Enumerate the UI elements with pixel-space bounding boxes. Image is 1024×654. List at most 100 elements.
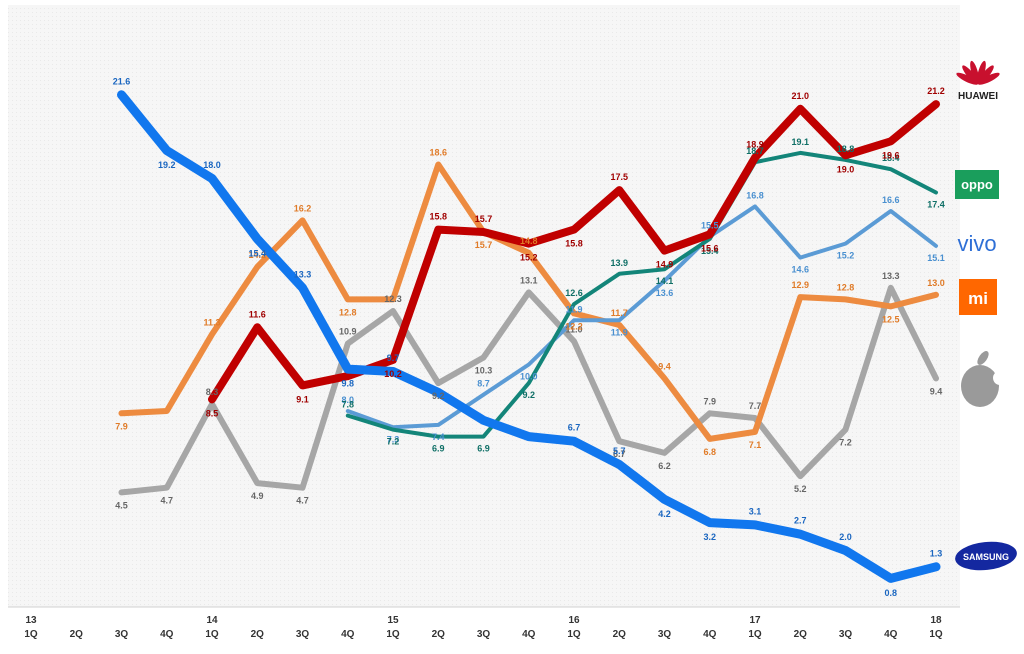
series-line-vivo: [345, 204, 938, 430]
data-label-xiaomi: 11.7: [611, 308, 628, 318]
data-label-vivo: 13.6: [656, 288, 674, 298]
x-axis-ticks: 13 1Q 2Q 3Q 4Q 14 1Q 2Q 3Q 4Q 15 1Q 2Q 3Q 4Q 16 1Q 2Q 3Q 4Q…: [24, 615, 943, 640]
data-label-apple: 4.7: [296, 496, 309, 506]
data-label-oppo: 18.4: [882, 153, 900, 163]
data-label-apple: 11.0: [565, 324, 582, 334]
data-label-huawei: 21.0: [792, 91, 810, 101]
x-tick-quarter: 1Q: [929, 629, 943, 640]
x-tick-quarter: 3Q: [477, 629, 491, 640]
x-tick-quarter: 1Q: [24, 629, 38, 640]
data-label-xiaomi: 13.0: [927, 278, 945, 288]
data-label-apple: 9.2: [432, 391, 445, 401]
series-line-oppo: [345, 150, 938, 439]
mi-logo-icon: [959, 279, 997, 315]
data-label-oppo: 7.8: [342, 400, 355, 410]
x-tick-quarter: 2Q: [432, 629, 446, 640]
data-label-samsung: 3.1: [749, 506, 762, 516]
data-label-samsung: 18.0: [203, 160, 221, 170]
data-label-xiaomi: 11.3: [203, 317, 220, 327]
data-label-xiaomi: 12.9: [792, 280, 810, 290]
data-label-huawei: 15.8: [565, 239, 583, 249]
data-label-vivo: 11.9: [565, 304, 582, 314]
data-label-vivo: 15.5: [701, 221, 719, 231]
x-tick-quarter: 3Q: [296, 629, 310, 640]
x-tick-quarter: 4Q: [341, 629, 355, 640]
data-label-huawei: 15.7: [475, 214, 493, 224]
data-label-xiaomi: 12.2: [565, 321, 583, 331]
data-label-oppo: 6.9: [477, 444, 490, 454]
data-label-huawei: 11.6: [249, 309, 266, 319]
data-label-samsung: 19.2: [158, 160, 176, 170]
x-tick-quarter: 4Q: [160, 629, 174, 640]
data-label-samsung: 5.7: [613, 446, 626, 456]
legend-label-samsung: SAMSUNG: [963, 552, 1009, 562]
data-label-apple: 6.2: [658, 461, 671, 471]
data-label-xiaomi: 14.2: [249, 250, 267, 260]
data-label-apple: 7.2: [839, 438, 852, 448]
x-tick-quarter: 3Q: [839, 629, 853, 640]
data-label-xiaomi: 7.1: [749, 440, 762, 450]
x-tick-quarter: 1Q: [205, 629, 219, 640]
data-label-oppo: 9.2: [523, 390, 536, 400]
data-label-apple: 4.5: [115, 500, 128, 510]
data-label-apple: 9.4: [930, 386, 943, 396]
x-tick-quarter: 1Q: [386, 629, 400, 640]
data-label-apple: 7.9: [704, 396, 717, 406]
data-label-vivo: 16.8: [746, 190, 764, 200]
oppo-logo-icon: [955, 170, 999, 199]
data-label-huawei: 18.9: [746, 140, 764, 150]
data-label-samsung: 9.7: [387, 353, 400, 363]
data-label-apple: 8.3: [206, 387, 219, 397]
data-label-huawei: 21.2: [927, 86, 945, 96]
x-tick-quarter: 4Q: [522, 629, 536, 640]
data-label-vivo: 16.6: [882, 195, 900, 205]
data-label-xiaomi: 18.6: [430, 148, 448, 158]
plot-area: [8, 5, 960, 607]
huawei-logo-icon: [956, 60, 1000, 85]
x-tick-year: 15: [387, 615, 399, 626]
x-tick-quarter: 3Q: [115, 629, 129, 640]
apple-logo-icon: [961, 351, 1007, 407]
data-label-xiaomi: 15.7: [475, 240, 493, 250]
data-label-oppo: 19.1: [792, 137, 810, 147]
data-label-huawei: 14.9: [656, 260, 674, 270]
data-label-samsung: 2.0: [839, 532, 852, 542]
data-label-oppo: 13.9: [611, 258, 629, 268]
x-tick-quarter: 4Q: [884, 629, 898, 640]
data-label-oppo: 7.2: [387, 437, 400, 447]
data-label-samsung: 9.8: [342, 379, 355, 389]
data-label-oppo: 14.1: [656, 276, 674, 286]
data-label-huawei: 19.6: [882, 150, 900, 160]
data-label-samsung: 15.4: [249, 248, 267, 258]
data-label-huawei: 15.8: [430, 212, 448, 222]
data-label-oppo: 12.6: [565, 288, 583, 298]
x-tick-quarter: 2Q: [70, 629, 84, 640]
x-tick-quarter: 4Q: [703, 629, 717, 640]
series-line-apple: [118, 284, 939, 496]
legend-label-huawei: HUAWEI: [958, 91, 998, 102]
data-label-samsung: 13.3: [294, 269, 312, 279]
x-tick-quarter: 3Q: [658, 629, 672, 640]
data-label-apple: 4.7: [161, 496, 174, 506]
data-label-samsung: 0.8: [885, 588, 898, 598]
data-label-vivo: 7.3: [387, 434, 400, 444]
x-tick-year: 14: [206, 615, 218, 626]
data-label-xiaomi: 9.4: [658, 361, 671, 371]
data-label-layer: 4.5 4.7 8.3 4.9 4.7 10.9 12.3 9.2 10.3 13.1 11.0 6.…: [113, 76, 945, 598]
legend-label-vivo: vivo: [957, 231, 996, 256]
data-label-huawei: 10.2: [384, 369, 402, 379]
data-label-vivo: 7.4: [432, 432, 445, 442]
data-label-vivo: 8.0: [342, 395, 355, 405]
data-label-huawei: 8.5: [206, 408, 219, 418]
data-label-apple: 12.3: [384, 294, 402, 304]
data-label-xiaomi: 12.8: [339, 307, 357, 317]
x-tick-quarter: 1Q: [567, 629, 581, 640]
data-label-samsung: 1.3: [930, 548, 943, 558]
data-label-oppo: 15.4: [701, 246, 719, 256]
data-label-apple: 4.9: [251, 491, 264, 501]
x-tick-quarter: 1Q: [748, 629, 762, 640]
data-label-oppo: 18.8: [837, 144, 855, 154]
series-line-huawei: [208, 100, 940, 404]
legend-label-oppo: oppo: [961, 177, 993, 192]
